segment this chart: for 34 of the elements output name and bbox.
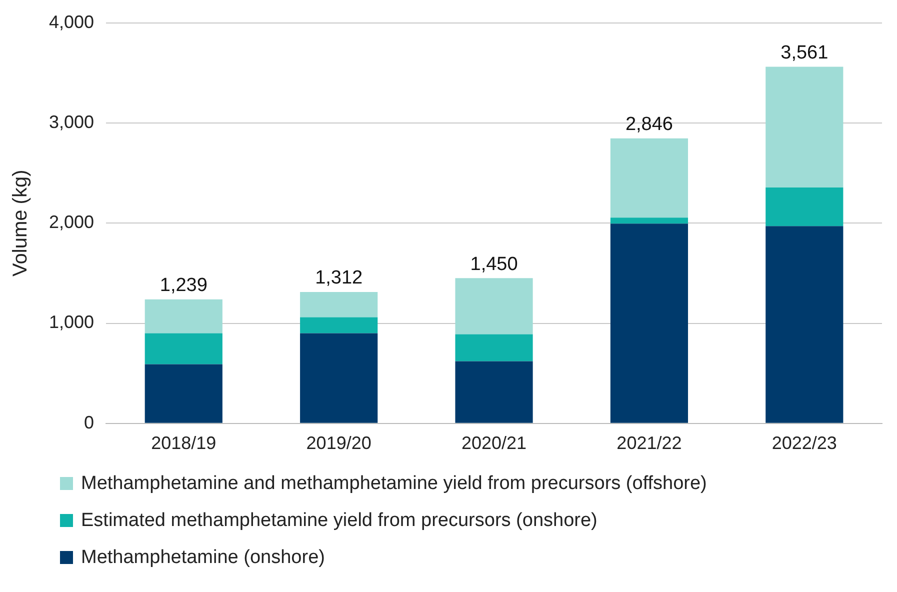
legend-label: Methamphetamine and methamphetamine yield from precursors (offshore) [81,472,707,494]
y-tick-label: 0 [84,412,94,432]
bar [610,138,688,218]
bar [300,292,378,318]
x-tick-label: 2018/19 [151,433,216,454]
bar [766,188,844,226]
bar [144,364,222,423]
legend-label: Estimated methamphetamine yield from precursors (onshore) [81,510,598,532]
x-tick-label: 2020/21 [461,433,527,454]
bar [610,218,688,224]
total-label: 3,561 [780,42,828,64]
bar [455,278,533,334]
y-tick-label: 3,000 [48,112,94,132]
x-tick-label: 2019/20 [306,433,372,454]
bar [455,334,533,362]
legend-label: Methamphetamine (onshore) [81,546,325,568]
bar [300,333,378,423]
y-tick-label: 1,000 [48,312,94,332]
total-label: 1,450 [470,254,518,275]
bar [610,224,688,423]
bar [300,317,378,334]
x-tick-label: 2022/23 [772,433,837,454]
x-tick-label: 2021/22 [616,433,682,454]
total-label: 1,312 [315,268,363,289]
y-tick-label: 2,000 [48,212,94,232]
bar [144,299,222,334]
bar [144,333,222,364]
bar [455,361,533,423]
y-tick-label: 4,000 [48,12,94,32]
total-label: 1,239 [160,275,208,296]
bar [766,226,844,423]
total-label: 2,846 [625,114,673,136]
bar [766,66,844,188]
y-axis-title: Volume (kg) [10,170,32,276]
